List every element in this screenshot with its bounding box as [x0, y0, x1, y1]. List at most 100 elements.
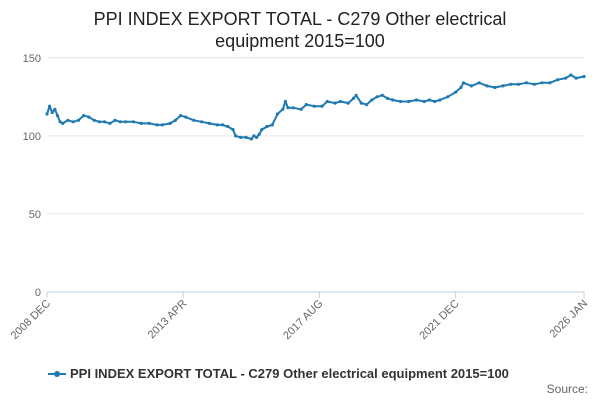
data-point-30[interactable] [207, 121, 211, 125]
data-point-40[interactable] [255, 135, 259, 139]
data-point-74[interactable] [446, 95, 450, 99]
data-point-37[interactable] [244, 135, 248, 139]
data-point-62[interactable] [370, 98, 374, 102]
data-point-77[interactable] [461, 81, 466, 85]
data-point-10[interactable] [82, 114, 86, 118]
data-point-22[interactable] [155, 123, 159, 127]
data-point-61[interactable] [365, 103, 369, 107]
data-point-8[interactable] [71, 120, 75, 124]
data-point-78[interactable] [469, 84, 473, 88]
series-line-0[interactable] [46, 74, 585, 140]
data-point-83[interactable] [509, 82, 513, 86]
data-point-53[interactable] [320, 104, 324, 108]
data-point-44[interactable] [270, 123, 274, 127]
data-point-54[interactable] [325, 99, 329, 104]
data-point-59[interactable] [354, 93, 358, 97]
data-point-16[interactable] [113, 118, 117, 122]
data-point-19[interactable] [131, 120, 135, 124]
data-point-51[interactable] [304, 103, 308, 107]
data-point-50[interactable] [299, 107, 303, 111]
data-point-63[interactable] [375, 95, 379, 99]
data-point-32[interactable] [220, 123, 225, 127]
data-point-73[interactable] [438, 98, 442, 102]
data-point-68[interactable] [406, 99, 411, 104]
data-point-26[interactable] [179, 114, 183, 118]
data-point-47[interactable] [283, 99, 287, 104]
data-point-12[interactable] [92, 118, 96, 122]
data-point-20[interactable] [139, 121, 143, 125]
data-point-0[interactable] [45, 112, 49, 116]
data-point-14[interactable] [103, 120, 107, 124]
data-point-13[interactable] [97, 120, 101, 124]
data-point-57[interactable] [346, 101, 350, 105]
data-point-87[interactable] [540, 81, 544, 85]
data-point-39[interactable] [252, 134, 256, 138]
data-point-31[interactable] [215, 123, 219, 127]
data-point-55[interactable] [333, 101, 337, 105]
data-point-58[interactable] [351, 96, 356, 100]
data-point-24[interactable] [168, 121, 172, 125]
data-point-85[interactable] [524, 81, 529, 85]
data-point-21[interactable] [147, 121, 151, 125]
data-point-29[interactable] [200, 120, 204, 124]
data-point-66[interactable] [391, 98, 395, 102]
data-point-36[interactable] [239, 135, 243, 139]
data-point-17[interactable] [118, 120, 122, 124]
x-tick-label-2: 2017 AUG [281, 298, 325, 342]
data-point-92[interactable] [574, 76, 578, 80]
data-point-27[interactable] [184, 115, 188, 119]
data-point-69[interactable] [414, 98, 418, 102]
data-point-41[interactable] [257, 132, 261, 136]
data-point-64[interactable] [380, 93, 384, 97]
legend[interactable]: PPI INDEX EXPORT TOTAL - C279 Other elec… [48, 366, 509, 381]
data-point-3[interactable] [53, 107, 57, 111]
data-point-84[interactable] [516, 82, 521, 86]
data-point-9[interactable] [76, 118, 80, 122]
data-point-45[interactable] [275, 112, 280, 116]
data-point-28[interactable] [192, 118, 196, 122]
data-point-1[interactable] [48, 104, 52, 108]
data-point-91[interactable] [569, 73, 573, 77]
data-point-76[interactable] [459, 85, 463, 90]
data-point-7[interactable] [66, 118, 70, 122]
data-point-38[interactable] [249, 137, 253, 141]
data-point-88[interactable] [548, 81, 552, 85]
data-point-15[interactable] [108, 121, 112, 125]
data-point-5[interactable] [58, 120, 62, 124]
source-label[interactable]: Source: [546, 382, 588, 396]
data-point-35[interactable] [234, 134, 238, 138]
data-point-67[interactable] [399, 99, 403, 104]
data-point-48[interactable] [286, 106, 290, 110]
data-point-90[interactable] [564, 76, 568, 80]
data-point-72[interactable] [433, 99, 437, 104]
data-point-42[interactable] [260, 128, 264, 132]
data-point-2[interactable] [50, 110, 54, 115]
data-point-86[interactable] [532, 82, 536, 86]
data-point-82[interactable] [501, 84, 505, 88]
data-point-70[interactable] [422, 99, 426, 104]
data-point-23[interactable] [160, 123, 164, 127]
data-point-71[interactable] [427, 98, 431, 102]
x-tick-label-1: 2013 APR [146, 298, 190, 342]
data-point-79[interactable] [477, 81, 481, 85]
data-point-52[interactable] [312, 104, 316, 108]
data-point-46[interactable] [281, 107, 285, 111]
data-point-49[interactable] [291, 106, 295, 110]
data-point-93[interactable] [582, 74, 586, 79]
data-point-65[interactable] [385, 96, 390, 100]
data-point-80[interactable] [485, 84, 489, 88]
data-point-11[interactable] [87, 115, 91, 119]
data-point-60[interactable] [359, 101, 363, 105]
data-point-81[interactable] [493, 85, 497, 90]
data-point-6[interactable] [61, 121, 65, 125]
data-point-89[interactable] [556, 78, 560, 82]
data-point-75[interactable] [454, 90, 458, 94]
data-point-33[interactable] [226, 124, 230, 129]
data-point-18[interactable] [124, 120, 128, 124]
data-point-4[interactable] [55, 114, 60, 118]
data-point-56[interactable] [338, 99, 342, 104]
data-point-43[interactable] [265, 124, 269, 129]
legend-series-label: PPI INDEX EXPORT TOTAL - C279 Other elec… [70, 366, 509, 381]
data-point-34[interactable] [231, 128, 235, 132]
data-point-25[interactable] [173, 118, 177, 122]
